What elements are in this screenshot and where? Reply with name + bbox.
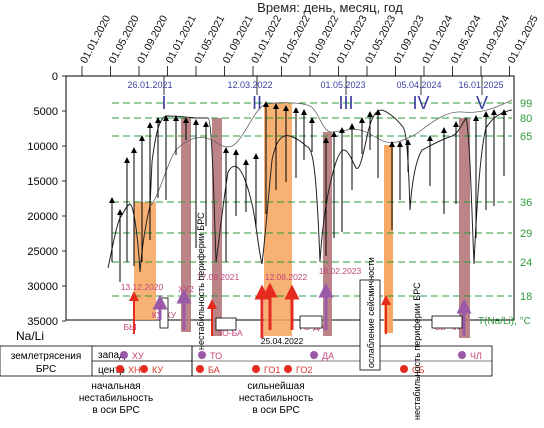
phase-roman-3: III (338, 93, 353, 113)
y-tick-label: 25000 (27, 246, 58, 258)
event-date-2: 17.09.2021 (197, 272, 240, 282)
y-tick-label: 20000 (27, 211, 58, 223)
time-markers (163, 76, 483, 95)
phase-roman-5: V (476, 93, 488, 113)
quake-center-label: КУ (152, 365, 163, 375)
station-code-4: ТО-БА (217, 328, 243, 338)
table-row-label-2: БРС (36, 364, 56, 375)
temperature-level: 29 (520, 228, 532, 240)
date-labels: 01.01.202001.05.202001.09.202001.01.2021… (78, 13, 541, 76)
quake-center-label: ГО2 (296, 365, 312, 375)
y-tick-label: 35000 (27, 316, 58, 328)
band-mauve-3 (323, 132, 332, 336)
seismic-weakening-label: ослабление сейсмичности (366, 257, 376, 368)
temperature-level: 18 (520, 291, 532, 303)
na-li-curve (107, 109, 513, 273)
y-tick-label: 10000 (27, 141, 58, 153)
quake-west-label: ТО (210, 351, 222, 361)
earthquake-table: землетрясения БРС запад центр (0, 345, 493, 377)
table-center: центр (98, 365, 125, 376)
strongest-line-1: сильнейшая (247, 381, 304, 392)
initial-line-3: в оси БРС (92, 405, 139, 416)
phase-date-5: 16.01.2025 (458, 80, 503, 90)
quake-center-mark (116, 365, 124, 373)
band-orange-2 (264, 103, 292, 336)
quake-center-label: СБ (412, 365, 424, 375)
band-mauve-4 (459, 118, 470, 338)
quake-center-mark (140, 365, 148, 373)
quake-center-label: БА (208, 365, 220, 375)
seismic-weakening-box (359, 279, 381, 371)
strongest-line-2: нестабильность (239, 392, 313, 404)
temperature-level: 24 (520, 257, 532, 269)
y-ticks: 0 5000 10000 15000 20000 25000 30000 35000 (27, 71, 66, 328)
bottom-annotations: начальная нестабильность в оси БРС сильн… (79, 212, 422, 420)
quake-center-label: ХН (128, 365, 141, 375)
strongest-line-3: в оси БРС (252, 405, 299, 416)
phase-date-1: 26.01.2021 (127, 80, 172, 90)
quake-west-label: ХУ (132, 351, 144, 361)
band-orange-1 (134, 202, 156, 320)
phase-date-3: 01.05.2023 (320, 80, 365, 90)
phase-roman-2: II (252, 93, 262, 113)
station-code-1: БЫ (123, 322, 136, 332)
temperature-level: 80 (520, 113, 532, 125)
y-tick-label: 5000 (34, 106, 58, 118)
initial-line-1: начальная (91, 381, 140, 392)
quake-west-label: ЧЛ (470, 351, 482, 361)
quake-west-mark (310, 351, 318, 359)
quake-center-label: ГО1 (264, 365, 280, 375)
band-mauve-2 (212, 118, 222, 336)
quake-center-mark (400, 365, 408, 373)
y-tick-label: 15000 (27, 176, 58, 188)
quake-west-mark (120, 351, 128, 359)
box-2 (215, 317, 237, 331)
band-mauve-1 (181, 118, 191, 332)
temperature-axis-label: T(Na/Li), °C (478, 316, 531, 327)
table-row-label-1: землетрясения (11, 351, 82, 362)
quake-center-mark (196, 365, 204, 373)
envelope-curve (149, 99, 513, 207)
event-date-5: 25.04.2022 (261, 336, 304, 346)
quake-center-mark (252, 365, 260, 373)
event-date-3: 12.08.2022 (265, 272, 308, 282)
phase-roman-1: I (161, 93, 166, 113)
quake-marks: ХУ ТО ДА ЧЛ ХН КУ БА ГО1 ГО2 СБ (116, 351, 482, 375)
quake-center-mark (284, 365, 292, 373)
temperature-level: 99 (520, 98, 532, 110)
station-code-3: ХУ2 (178, 284, 194, 294)
periphery-label-2: нестабильность периферии БРС (412, 282, 422, 420)
time-axis-title: Время: день, месяц, год (257, 0, 403, 15)
y-tick-label: 30000 (27, 281, 58, 293)
phase-date-4: 05.04.2024 (396, 80, 441, 90)
y-axis-label: Na/Li (16, 329, 44, 343)
temperature-level: 36 (520, 197, 532, 209)
y-tick-label: 0 (52, 71, 58, 83)
phase-date-2: 12.03.2022 (227, 80, 272, 90)
event-dates: 13.12.2020 17.09.2021 12.08.2022 18.02.2… (121, 266, 362, 292)
event-date-4: 18.02.2023 (319, 266, 362, 276)
na-li-arrows (109, 101, 507, 282)
band-orange-3 (384, 145, 393, 333)
box-3 (299, 315, 323, 329)
quake-west-mark (458, 351, 466, 359)
table-west: запад (98, 350, 125, 361)
event-arrows (129, 282, 472, 338)
temperature-level: 65 (520, 131, 532, 143)
box-4 (431, 315, 463, 329)
quake-west-label: ДА (322, 351, 334, 361)
event-date-1: 13.12.2020 (121, 282, 164, 292)
phase-roman-4: IV (412, 93, 429, 113)
phases: 26.01.2021 I 12.03.2022 II 01.05.2023 II… (127, 80, 503, 113)
quake-west-mark (198, 351, 206, 359)
initial-line-2: нестабильность (79, 392, 153, 404)
periphery-label-1: нестабильность периферии БРС (196, 212, 206, 350)
